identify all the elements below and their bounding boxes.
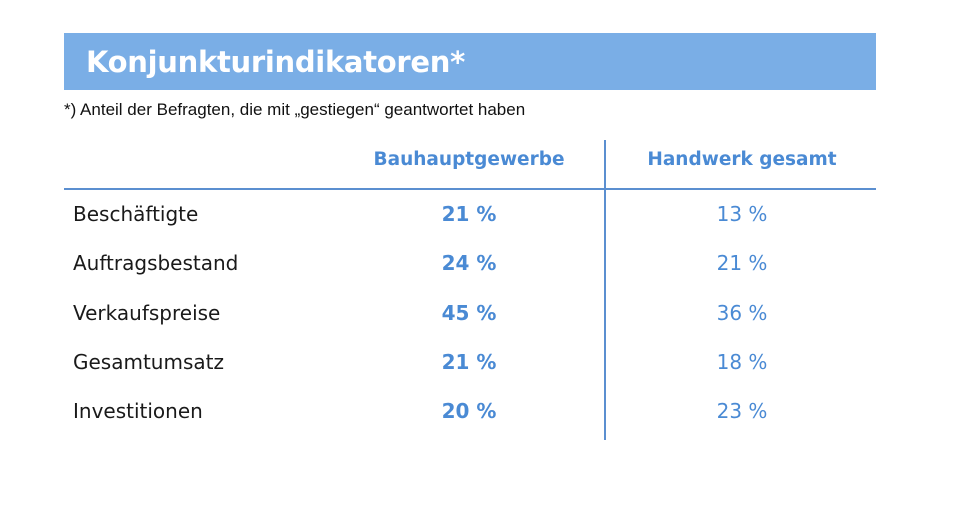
header-rule <box>64 188 876 190</box>
value-handwerk-gesamt: 23 % <box>716 399 768 423</box>
row-label: Gesamtumsatz <box>73 350 224 374</box>
value-bauhauptgewerbe: 24 % <box>441 251 497 275</box>
table-row: Verkaufspreise 45 % 36 % <box>64 291 876 341</box>
table-row: Investitionen 20 % 23 % <box>64 389 876 439</box>
column-header-bauhauptgewerbe: Bauhauptgewerbe <box>373 149 565 170</box>
value-bauhauptgewerbe: 45 % <box>441 301 497 325</box>
table-row: Auftragsbestand 24 % 21 % <box>64 241 876 291</box>
column-divider <box>604 140 606 440</box>
value-bauhauptgewerbe: 20 % <box>441 399 497 423</box>
row-label: Investitionen <box>73 399 203 423</box>
table-row: Gesamtumsatz 21 % 18 % <box>64 340 876 390</box>
table-row: Beschäftigte 21 % 13 % <box>64 192 876 242</box>
title-banner: Konjunkturindikatoren* <box>64 33 876 90</box>
column-header-handwerk-gesamt: Handwerk gesamt <box>647 149 837 170</box>
indicator-table: Bauhauptgewerbe Handwerk gesamt Beschäft… <box>64 140 876 440</box>
row-label: Verkaufspreise <box>73 301 221 325</box>
value-bauhauptgewerbe: 21 % <box>441 350 497 374</box>
value-handwerk-gesamt: 36 % <box>716 301 768 325</box>
value-handwerk-gesamt: 13 % <box>716 202 768 226</box>
footnote: *) Anteil der Befragten, die mit „gestie… <box>64 100 526 119</box>
row-label: Beschäftigte <box>73 202 199 226</box>
row-label: Auftragsbestand <box>73 251 239 275</box>
page-title: Konjunkturindikatoren* <box>86 44 465 79</box>
value-handwerk-gesamt: 21 % <box>716 251 768 275</box>
value-bauhauptgewerbe: 21 % <box>441 202 497 226</box>
value-handwerk-gesamt: 18 % <box>716 350 768 374</box>
